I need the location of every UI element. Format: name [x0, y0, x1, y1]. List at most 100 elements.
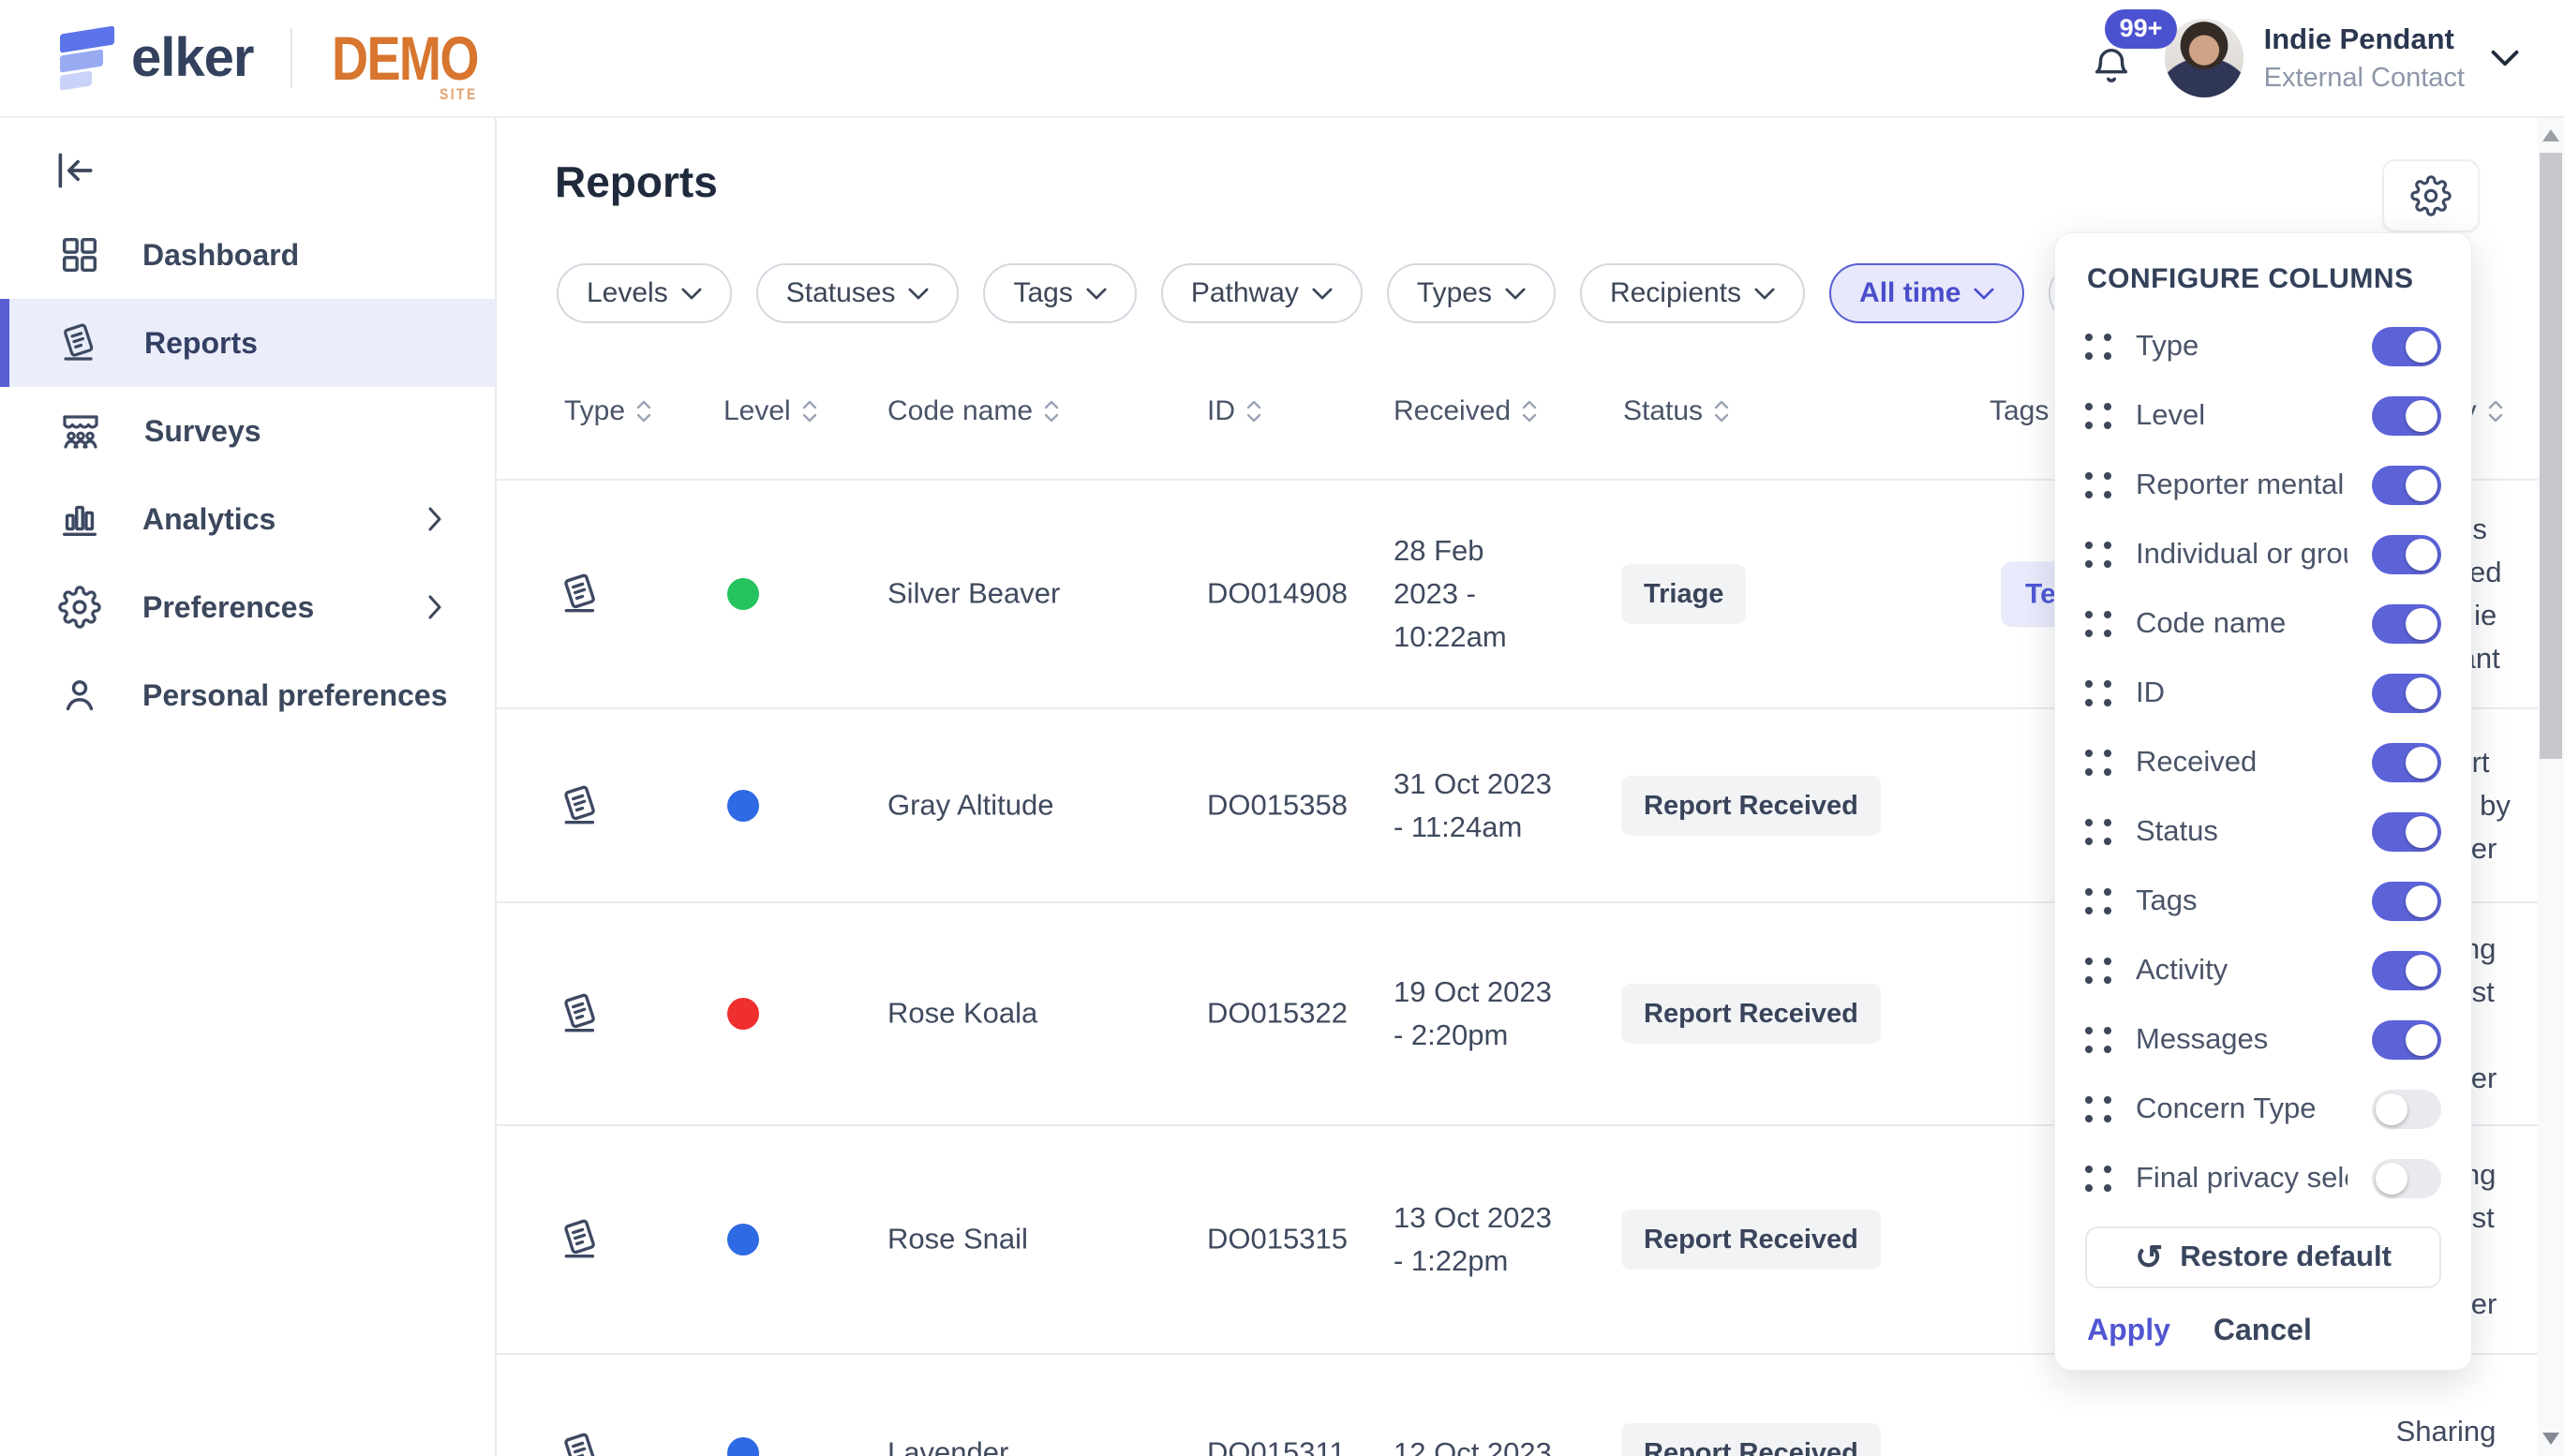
- filter-levels[interactable]: Levels: [557, 263, 732, 323]
- filter-all-time[interactable]: All time: [1829, 263, 2024, 323]
- drag-handle[interactable]: [2085, 611, 2111, 637]
- scrollbar-up-arrow[interactable]: [2542, 129, 2559, 141]
- column-toggle[interactable]: [2372, 882, 2441, 921]
- column-config-label: Code name: [2136, 605, 2348, 642]
- drag-handle[interactable]: [2085, 888, 2111, 914]
- received-date: 13 Oct 2023 - 1:22pm: [1394, 1196, 1552, 1283]
- column-config-label: ID: [2136, 675, 2348, 711]
- notifications-button[interactable]: 99+: [2090, 30, 2137, 86]
- column-config-label: Tags: [2136, 883, 2348, 919]
- drag-handle[interactable]: [2085, 750, 2111, 776]
- column-toggle[interactable]: [2372, 466, 2441, 505]
- column-toggle[interactable]: [2372, 1090, 2441, 1129]
- column-header-label: Level: [723, 394, 791, 429]
- column-toggle[interactable]: [2372, 604, 2441, 644]
- scrollbar-down-arrow[interactable]: [2542, 1433, 2559, 1445]
- sidebar-item-dashboard[interactable]: Dashboard: [0, 211, 495, 299]
- notification-count-badge: 99+: [2105, 9, 2178, 49]
- filter-statuses[interactable]: Statuses: [756, 263, 960, 323]
- sidebar-item-label: Surveys: [144, 412, 261, 450]
- scrollbar-thumb[interactable]: [2540, 153, 2562, 759]
- column-header-status[interactable]: Status: [1623, 394, 1731, 429]
- restore-default-button[interactable]: ↺ Restore default: [2085, 1226, 2441, 1288]
- column-toggle[interactable]: [2372, 327, 2441, 366]
- drag-handle[interactable]: [2085, 403, 2111, 429]
- chevron-down-icon: [1974, 288, 1994, 300]
- gear-icon: [58, 586, 101, 629]
- drag-handle[interactable]: [2085, 1166, 2111, 1192]
- column-toggle[interactable]: [2372, 812, 2441, 852]
- drag-handle[interactable]: [2085, 542, 2111, 568]
- sidebar-item-personal-preferences[interactable]: Personal preferences: [0, 651, 495, 739]
- code-name: Silver Beaver: [887, 576, 1060, 613]
- column-config-item-level: Level: [2085, 381, 2441, 451]
- column-toggle[interactable]: [2372, 1159, 2441, 1198]
- demo-badge-text: DEMO: [332, 23, 478, 93]
- app-root: elker DEMO SITE 99+ Indie Pendant Extern…: [0, 0, 2564, 1456]
- drag-handle[interactable]: [2085, 680, 2111, 706]
- column-header-received[interactable]: Received: [1394, 394, 1539, 429]
- filter-recipients[interactable]: Recipients: [1580, 263, 1805, 323]
- column-toggle[interactable]: [2372, 535, 2441, 574]
- sort-icon: [1520, 399, 1539, 423]
- column-toggle[interactable]: [2372, 951, 2441, 990]
- column-header-code-name[interactable]: Code name: [887, 394, 1061, 429]
- column-header-label: ID: [1207, 394, 1235, 429]
- app-header: elker DEMO SITE 99+ Indie Pendant Extern…: [0, 0, 2564, 118]
- filter-pathway[interactable]: Pathway: [1161, 263, 1363, 323]
- dashboard-icon: [58, 233, 101, 276]
- status-badge-wrap: Report Received: [1621, 1423, 1881, 1456]
- sidebar-item-surveys[interactable]: Surveys: [0, 387, 495, 475]
- sort-icon: [1042, 399, 1061, 423]
- filter-label: Statuses: [786, 275, 896, 311]
- column-header-type[interactable]: Type: [564, 394, 653, 429]
- surveys-icon: [58, 409, 103, 453]
- column-toggle[interactable]: [2372, 1020, 2441, 1060]
- sidebar-item-label: Reports: [144, 324, 258, 362]
- popover-title: CONFIGURE COLUMNS: [2087, 261, 2441, 297]
- filter-label: Tags: [1013, 275, 1072, 311]
- report-id: DO015322: [1207, 996, 1348, 1033]
- apply-button[interactable]: Apply: [2087, 1311, 2170, 1348]
- column-toggle[interactable]: [2372, 396, 2441, 436]
- filter-tags[interactable]: Tags: [983, 263, 1136, 323]
- user-menu[interactable]: Indie Pendant External Contact: [2165, 19, 2519, 97]
- sort-icon: [800, 399, 819, 423]
- status-badge-wrap: Report Received: [1621, 984, 1881, 1044]
- received-date: 19 Oct 2023 - 2:20pm: [1394, 971, 1552, 1057]
- drag-handle[interactable]: [2085, 958, 2111, 984]
- collapse-sidebar-button[interactable]: [51, 146, 99, 195]
- column-header-id[interactable]: ID: [1207, 394, 1263, 429]
- vertical-scrollbar[interactable]: [2538, 118, 2564, 1456]
- type-report-icon: [559, 571, 605, 617]
- column-toggle[interactable]: [2372, 674, 2441, 713]
- restore-icon: ↺: [2135, 1241, 2163, 1274]
- column-header-level[interactable]: Level: [723, 394, 819, 429]
- filter-types[interactable]: Types: [1387, 263, 1556, 323]
- column-config-item-activity: Activity: [2085, 936, 2441, 1005]
- column-config-label: Messages: [2136, 1021, 2348, 1058]
- received-date: 31 Oct 2023 - 11:24am: [1394, 763, 1552, 849]
- cancel-button[interactable]: Cancel: [2214, 1311, 2312, 1348]
- column-config-item-final-privacy-selection: Final privacy selec...: [2085, 1144, 2441, 1213]
- sort-icon: [2486, 399, 2505, 423]
- configure-columns-popover: CONFIGURE COLUMNS Type Level Reporter me…: [2054, 232, 2472, 1371]
- status-badge: Report Received: [1621, 1423, 1881, 1456]
- type-report-icon: [559, 1430, 605, 1456]
- sidebar-item-analytics[interactable]: Analytics: [0, 475, 495, 563]
- drag-handle[interactable]: [2085, 819, 2111, 845]
- drag-handle[interactable]: [2085, 1027, 2111, 1053]
- user-names: Indie Pendant External Contact: [2264, 22, 2465, 96]
- drag-handle[interactable]: [2085, 472, 2111, 498]
- filter-label: Recipients: [1610, 275, 1741, 311]
- sidebar-item-preferences[interactable]: Preferences: [0, 563, 495, 651]
- sidebar-item-reports[interactable]: Reports: [0, 299, 495, 387]
- column-config-label: Received: [2136, 744, 2348, 780]
- drag-handle[interactable]: [2085, 1096, 2111, 1122]
- column-toggle[interactable]: [2372, 743, 2441, 782]
- drag-handle[interactable]: [2085, 334, 2111, 360]
- chevron-down-icon: [1086, 288, 1107, 300]
- configure-columns-button[interactable]: [2382, 159, 2480, 232]
- person-icon: [58, 674, 101, 717]
- sidebar-item-label: Dashboard: [142, 236, 299, 274]
